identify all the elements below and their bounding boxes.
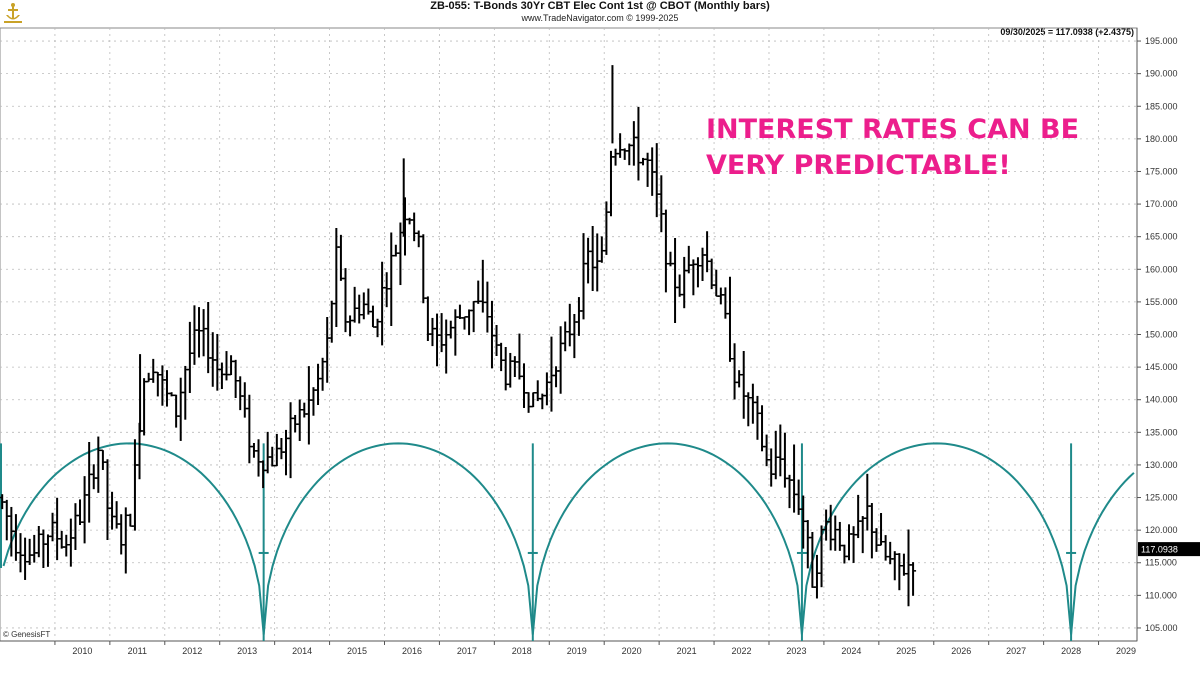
y-tick-label: 180.000 [1145, 134, 1178, 144]
price-axis: 105.000 110.000 115.000 120.000 125.000 130.0… [1137, 36, 1200, 633]
annotation-line-2: VERY PREDICTABLE! [706, 150, 1011, 181]
x-tick-label: 2024 [841, 646, 861, 656]
cycle-arcs [0, 442, 1135, 641]
y-tick-label: 160.000 [1145, 264, 1178, 274]
chart-title: ZB-055: T-Bonds 30Yr CBT Elec Cont 1st @… [430, 0, 770, 12]
y-tick-label: 105.000 [1145, 623, 1178, 633]
last-price-tag [1138, 542, 1200, 557]
y-tick-label: 145.000 [1145, 362, 1178, 372]
x-tick-label: 2028 [1061, 646, 1081, 656]
annotation-line-1: INTEREST RATES CAN BE [706, 114, 1080, 145]
x-tick-label: 2019 [567, 646, 587, 656]
x-tick-label: 2012 [182, 646, 202, 656]
chart-subtitle: www.TradeNavigator.com © 1999-2025 [521, 13, 679, 23]
x-tick-label: 2026 [951, 646, 971, 656]
x-tick-label: 2023 [786, 646, 806, 656]
y-tick-label: 155.000 [1145, 297, 1178, 307]
credit-label: © GenesisFT [3, 630, 51, 639]
x-tick-label: 2010 [72, 646, 92, 656]
x-tick-label: 2011 [128, 646, 147, 656]
price-info-line: 09/30/2025 = 117.0938 (+2.4375) [1000, 27, 1134, 37]
y-tick-label: 190.000 [1145, 69, 1178, 79]
x-tick-label: 2021 [677, 646, 697, 656]
ohlc-bars [0, 65, 917, 607]
y-tick-label: 140.000 [1145, 395, 1178, 405]
y-tick-label: 165.000 [1145, 232, 1178, 242]
x-tick-label: 2018 [512, 646, 532, 656]
x-tick-label: 2015 [347, 646, 367, 656]
y-tick-label: 110.000 [1145, 590, 1177, 600]
x-tick-label: 2016 [402, 646, 422, 656]
time-axis: 2010 2011 2012 2013 2014 2015 2016 2017 2018 2019… [54, 641, 1136, 656]
x-tick-label: 2017 [457, 646, 477, 656]
y-tick-label: 115.000 [1145, 558, 1177, 568]
cycle-arc-line [2, 442, 1135, 635]
x-tick-label: 2022 [732, 646, 752, 656]
y-tick-label: 135.000 [1145, 427, 1178, 437]
x-tick-label: 2029 [1116, 646, 1136, 656]
last-price-label: 117.0938 [1141, 545, 1178, 555]
x-tick-label: 2014 [292, 646, 312, 656]
y-tick-label: 170.000 [1145, 199, 1178, 209]
y-tick-label: 120.000 [1145, 525, 1178, 535]
x-tick-label: 2013 [237, 646, 257, 656]
y-tick-label: 185.000 [1145, 101, 1178, 111]
x-tick-label: 2020 [622, 646, 642, 656]
y-tick-label: 195.000 [1145, 36, 1178, 46]
y-tick-label: 125.000 [1145, 493, 1178, 503]
y-tick-label: 175.000 [1145, 166, 1178, 176]
x-tick-label: 2027 [1006, 646, 1026, 656]
x-tick-label: 2025 [896, 646, 916, 656]
anchor-logo-icon [4, 2, 22, 24]
gridlines [0, 27, 1138, 642]
annotation-callout: INTEREST RATES CAN BE VERY PREDICTABLE! [706, 112, 1079, 184]
y-tick-label: 130.000 [1145, 460, 1178, 470]
y-tick-label: 150.000 [1145, 330, 1178, 340]
